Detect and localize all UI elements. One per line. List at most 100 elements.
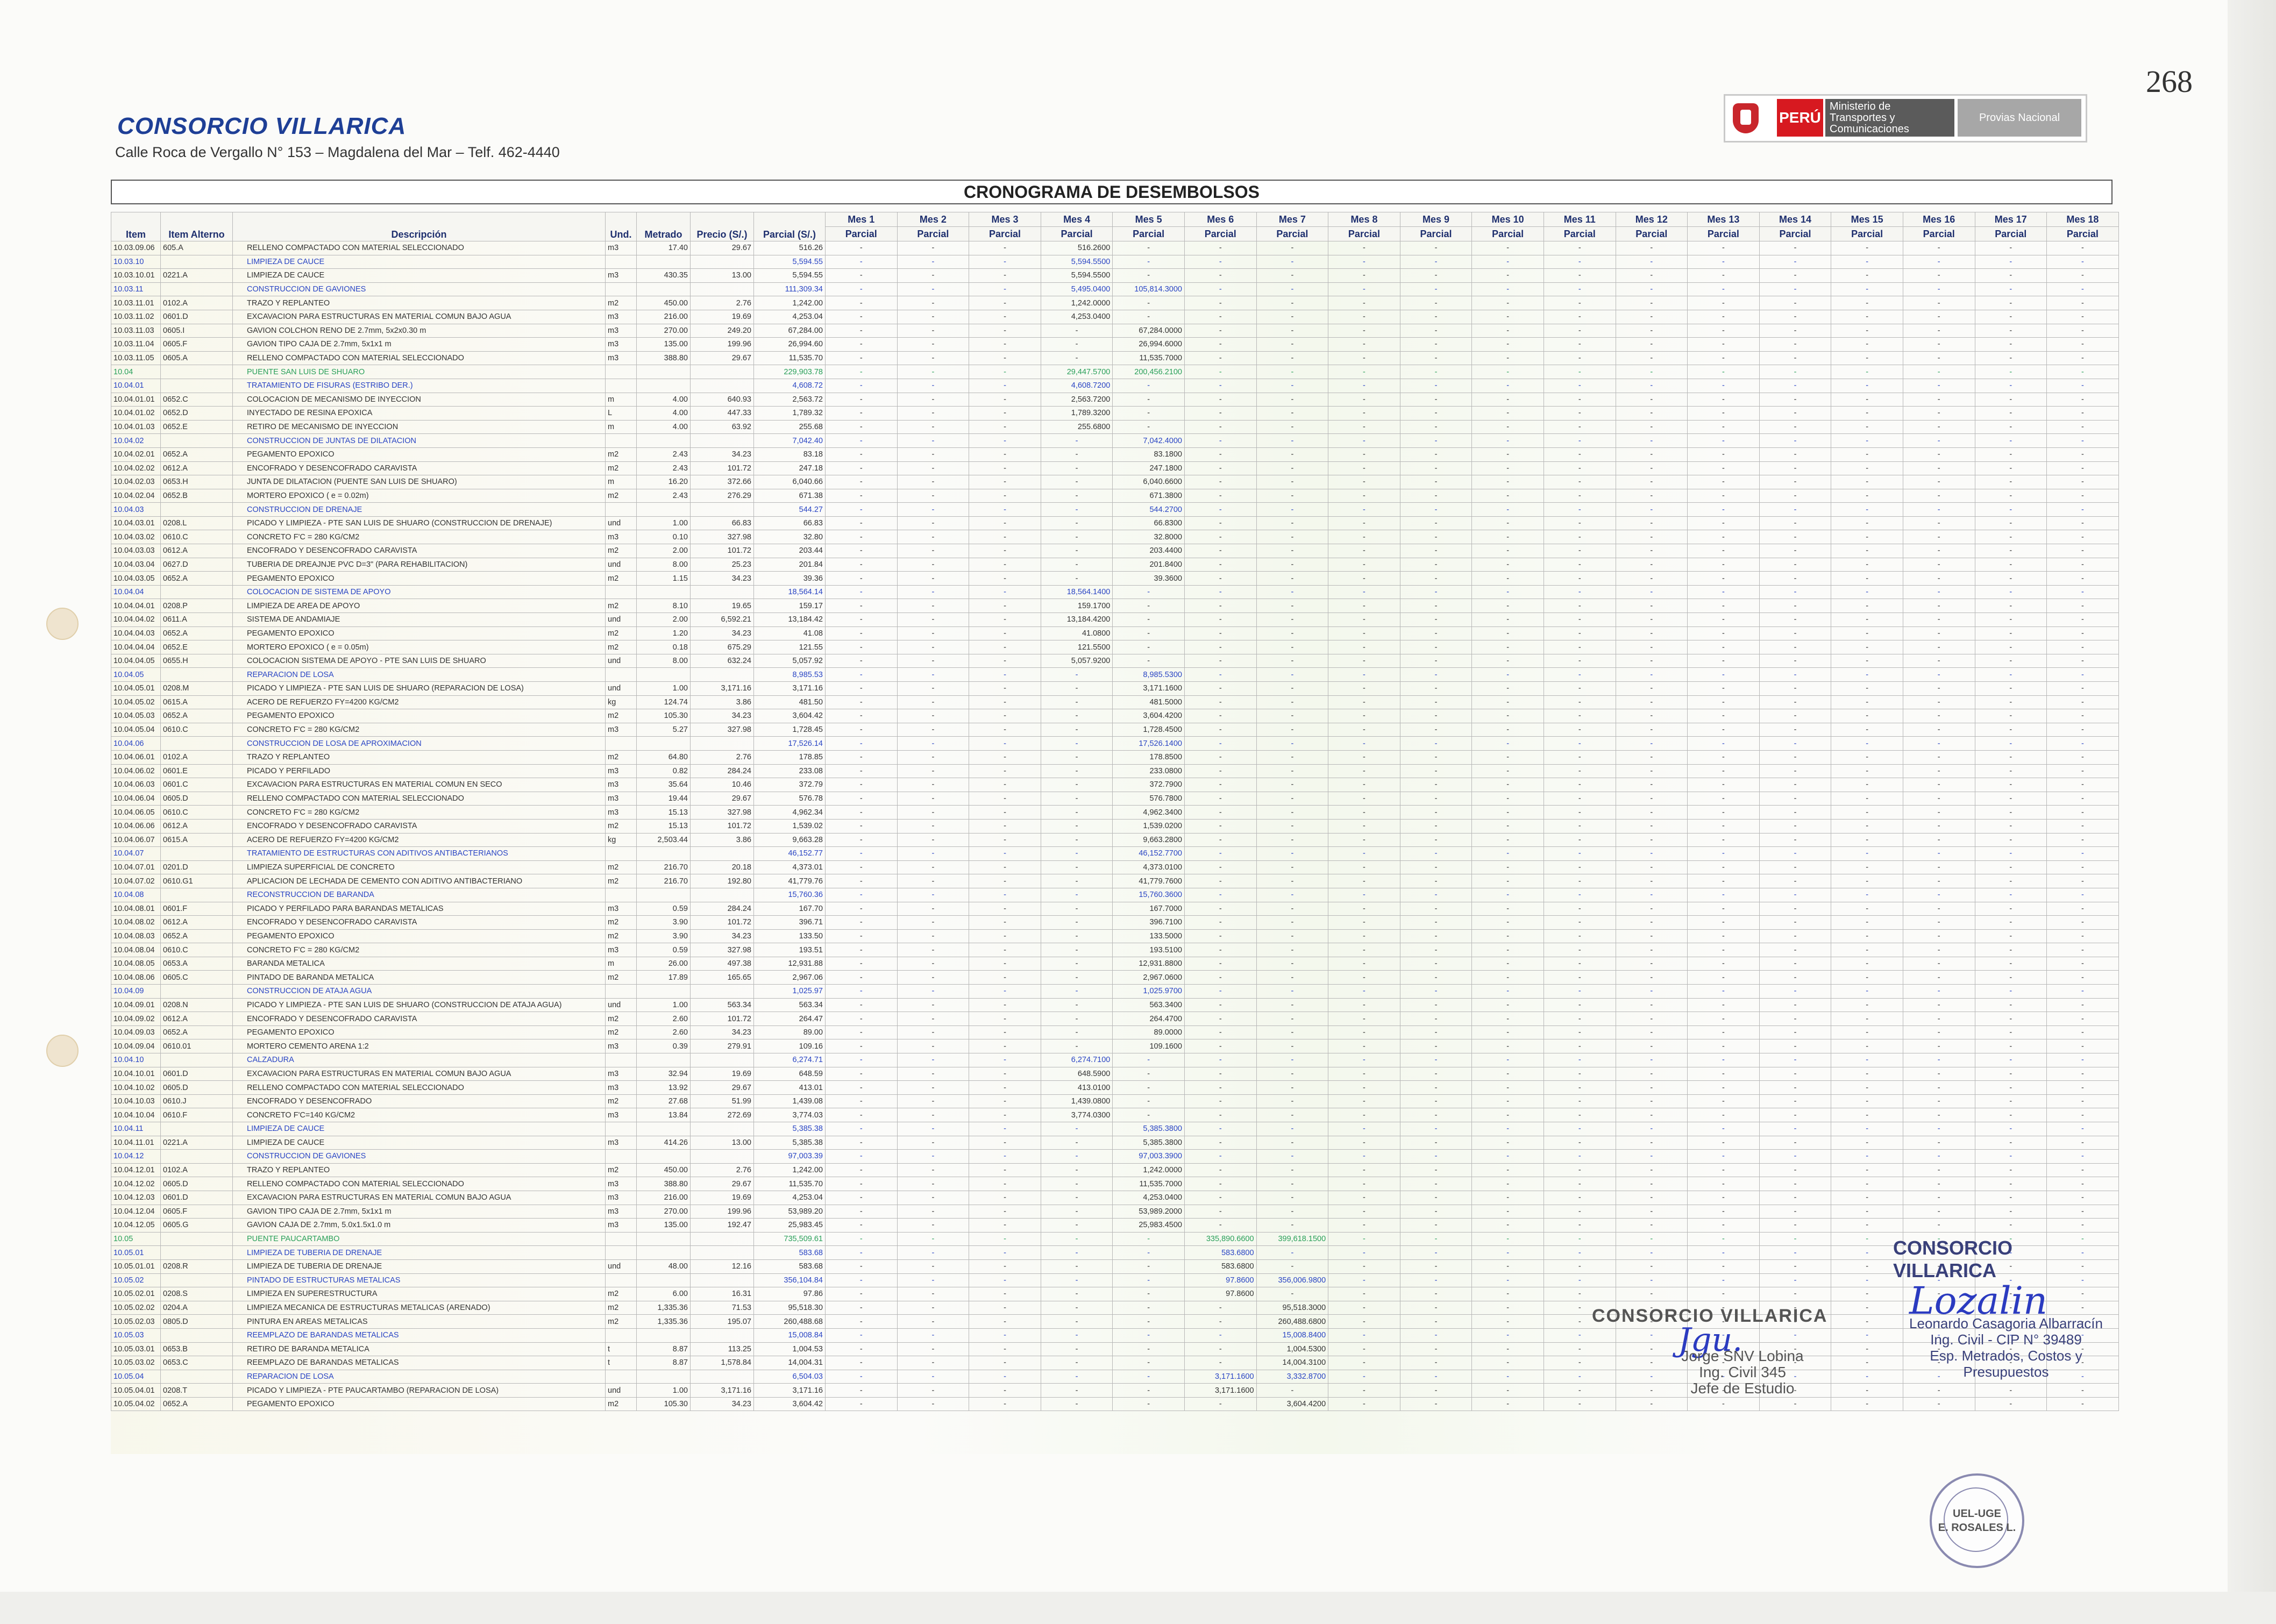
cell-month-2: - bbox=[897, 736, 970, 751]
cell-month-15: - bbox=[1831, 736, 1903, 751]
cell-metrado: 1.20 bbox=[636, 626, 691, 641]
cell-item: 10.04.08 bbox=[111, 887, 161, 902]
cell-month-5: 4,962.3400 bbox=[1112, 805, 1185, 820]
cell-month-11: - bbox=[1543, 1218, 1616, 1233]
table-row: 10.04.05.03 0652.A PEGAMENTO EPOXICO m2 105.… bbox=[111, 709, 2119, 723]
cell-month-9: - bbox=[1399, 1177, 1473, 1191]
cell-month-3: - bbox=[969, 998, 1041, 1013]
cell-month-9: - bbox=[1399, 970, 1473, 985]
cell-month-3: - bbox=[969, 1218, 1041, 1233]
cell-month-7: - bbox=[1256, 1149, 1329, 1164]
cell-month-16: - bbox=[1902, 268, 1975, 283]
cell-month-16: - bbox=[1902, 846, 1975, 861]
cell-description: CONCRETO F'C = 280 KG/CM2 bbox=[232, 530, 606, 545]
cell-month-13: - bbox=[1687, 296, 1760, 310]
cell-month-4: - bbox=[1040, 722, 1113, 737]
cell-price: 13.00 bbox=[690, 268, 754, 283]
cell-month-8: - bbox=[1328, 1259, 1400, 1274]
cell-item: 10.04.04.03 bbox=[111, 626, 161, 641]
cell-month-11: - bbox=[1543, 929, 1616, 944]
cell-month-5: 1,728.4500 bbox=[1112, 722, 1185, 737]
cell-month-11: - bbox=[1543, 667, 1616, 682]
cell-month-8: - bbox=[1328, 764, 1400, 779]
cell-month-16: - bbox=[1902, 764, 1975, 779]
cell-description: MORTERO EPOXICO ( e = 0.02m) bbox=[232, 488, 606, 503]
cell-metrado bbox=[636, 1245, 691, 1260]
table-row: 10.04.06.04 0605.D RELLENO COMPACTADO CON … bbox=[111, 791, 2119, 806]
cell-month-17: - bbox=[1974, 695, 2047, 710]
cell-month-1: - bbox=[825, 860, 898, 875]
cell-alt bbox=[160, 1369, 233, 1384]
cell-month-7: - bbox=[1256, 530, 1329, 545]
cell-description: GAVION COLCHON RENO DE 2.7mm, 5x2x0.30 m bbox=[232, 323, 606, 338]
cell-month-4: - bbox=[1040, 571, 1113, 586]
cell-month-9: - bbox=[1399, 818, 1473, 834]
cell-month-6: - bbox=[1184, 475, 1257, 489]
cell-month-18: - bbox=[2046, 681, 2119, 696]
cell-month-12: - bbox=[1615, 447, 1688, 462]
cell-month-6: - bbox=[1184, 874, 1257, 888]
cell-month-17: - bbox=[1974, 1190, 2047, 1205]
cell-month-5: 2,967.0600 bbox=[1112, 970, 1185, 985]
cell-month-15: - bbox=[1831, 447, 1903, 462]
cell-month-1: - bbox=[825, 1287, 898, 1301]
cell-month-16: - bbox=[1902, 722, 1975, 737]
cell-month-7: - bbox=[1256, 1066, 1329, 1081]
cell-metrado: 13.92 bbox=[636, 1080, 691, 1095]
cell-month-14: - bbox=[1759, 1122, 1832, 1136]
cell-month-10: - bbox=[1471, 530, 1544, 545]
cell-item: 10.04.08.03 bbox=[111, 929, 161, 944]
cell-month-2: - bbox=[897, 1300, 970, 1315]
cell-month-3: - bbox=[969, 1300, 1041, 1315]
cell-month-8: - bbox=[1328, 778, 1400, 792]
cell-month-12: - bbox=[1615, 612, 1688, 627]
cell-month-12: - bbox=[1615, 695, 1688, 710]
cell-month-3: - bbox=[969, 805, 1041, 820]
cell-month-9: - bbox=[1399, 750, 1473, 765]
cell-month-15: - bbox=[1831, 282, 1903, 297]
cell-month-14: - bbox=[1759, 1163, 1832, 1178]
cell-price: 2.76 bbox=[690, 1163, 754, 1178]
cell-month-1: - bbox=[825, 599, 898, 614]
cell-month-8: - bbox=[1328, 860, 1400, 875]
cell-month-8: - bbox=[1328, 1218, 1400, 1233]
cell-month-11: - bbox=[1543, 1080, 1616, 1095]
cell-month-8: - bbox=[1328, 282, 1400, 297]
cell-month-16: - bbox=[1902, 1149, 1975, 1164]
cell-month-6: - bbox=[1184, 1314, 1257, 1329]
cell-month-18: - bbox=[2046, 241, 2119, 255]
cell-month-15: - bbox=[1831, 681, 1903, 696]
cell-month-12: - bbox=[1615, 860, 1688, 875]
cell-month-8: - bbox=[1328, 557, 1400, 572]
cell-partial: 5,594.55 bbox=[753, 268, 826, 283]
cell-unit: m3 bbox=[605, 764, 637, 779]
cell-month-17: - bbox=[1974, 929, 2047, 944]
cell-month-12: - bbox=[1615, 1190, 1688, 1205]
cell-month-13: - bbox=[1687, 1314, 1760, 1329]
cell-month-1: - bbox=[825, 1314, 898, 1329]
cell-month-1: - bbox=[825, 943, 898, 957]
cell-month-5: - bbox=[1112, 1066, 1185, 1081]
cell-description: COLOCACION DE MECANISMO DE INYECCION bbox=[232, 392, 606, 407]
cell-month-17: - bbox=[1974, 1039, 2047, 1054]
cell-item: 10.04.09.04 bbox=[111, 1039, 161, 1054]
cell-month-15: - bbox=[1831, 557, 1903, 572]
cell-month-11: - bbox=[1543, 1122, 1616, 1136]
cell-month-2: - bbox=[897, 378, 970, 393]
cell-month-16: - bbox=[1902, 667, 1975, 682]
cell-month-17: - bbox=[1974, 585, 2047, 600]
cell-month-9: - bbox=[1399, 1190, 1473, 1205]
cell-month-14: - bbox=[1759, 351, 1832, 366]
cell-month-4: 41.0800 bbox=[1040, 626, 1113, 641]
cell-month-16: - bbox=[1902, 791, 1975, 806]
cell-month-17: - bbox=[1974, 1163, 2047, 1178]
cell-month-13: - bbox=[1687, 887, 1760, 902]
cell-unit bbox=[605, 254, 637, 269]
cell-month-12: - bbox=[1615, 667, 1688, 682]
table-row: 10.04.01.03 0652.E RETIRO DE MECANISMO DE … bbox=[111, 419, 2119, 435]
table-section-row: 10.04.08 RECONSTRUCCION DE BARANDA 15,760.… bbox=[111, 887, 2119, 902]
table-row: 10.05.01.01 0208.R LIMPIEZA DE TUBERIA DE … bbox=[111, 1259, 2119, 1274]
cell-month-1: - bbox=[825, 1356, 898, 1370]
cell-month-13: - bbox=[1687, 544, 1760, 558]
cell-unit: m3 bbox=[605, 530, 637, 545]
